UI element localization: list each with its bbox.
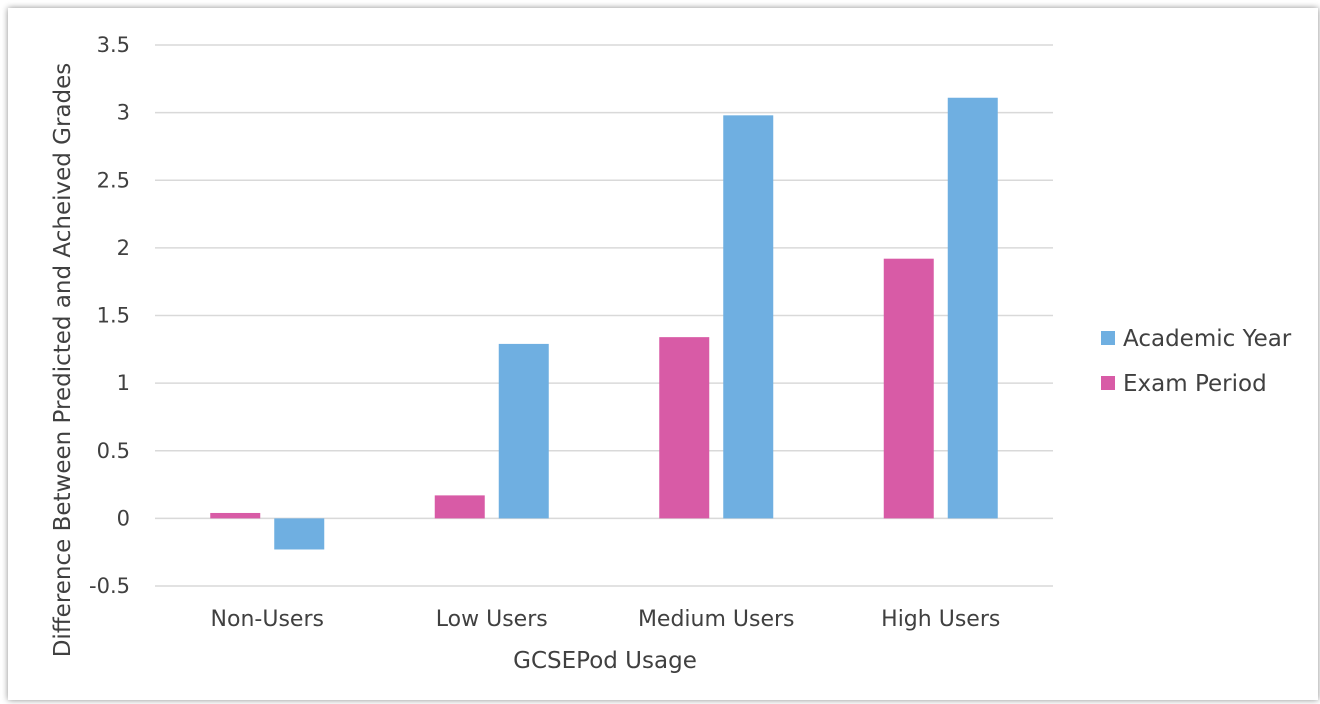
- x-tick-labels: Non-Users Low Users Medium Users High Users: [211, 607, 1001, 632]
- y-tick-label: 3.5: [97, 33, 130, 57]
- y-tick-label: 2: [117, 236, 130, 260]
- bar-academic-year: [947, 97, 998, 519]
- y-tick-label: 3: [117, 101, 130, 125]
- x-axis-title: GCSEPod Usage: [513, 648, 697, 674]
- y-tick-label: 0.5: [97, 439, 130, 463]
- y-axis-title: Difference Between Predicted and Acheive…: [50, 63, 76, 658]
- bar-academic-year: [274, 518, 325, 550]
- legend: Academic Year Exam Period: [1101, 326, 1292, 397]
- x-tick-label: Non-Users: [211, 607, 324, 632]
- y-tick-label: 1.5: [97, 304, 130, 328]
- bar-exam-period: [883, 258, 934, 519]
- y-tick-label: 0: [117, 506, 130, 530]
- y-tick-labels: -0.5 0 0.5 1 1.5 2 2.5 3 3.5: [89, 33, 130, 598]
- bar-exam-period: [434, 495, 485, 519]
- bars: [210, 97, 998, 550]
- y-tick-label: -0.5: [89, 574, 130, 598]
- x-tick-label: Low Users: [436, 607, 548, 632]
- legend-swatch: [1101, 331, 1115, 345]
- legend-label: Academic Year: [1123, 326, 1292, 352]
- x-tick-label: High Users: [881, 607, 1000, 632]
- bar-academic-year: [498, 343, 549, 519]
- bar-exam-period: [210, 512, 261, 519]
- gridlines: [155, 44, 1053, 587]
- bar-exam-period: [659, 337, 710, 519]
- y-tick-label: 2.5: [97, 168, 130, 192]
- legend-label: Exam Period: [1123, 371, 1267, 397]
- x-tick-label: Medium Users: [638, 607, 795, 632]
- legend-swatch: [1101, 376, 1115, 390]
- y-tick-label: 1: [117, 371, 130, 395]
- bar-academic-year: [723, 115, 774, 519]
